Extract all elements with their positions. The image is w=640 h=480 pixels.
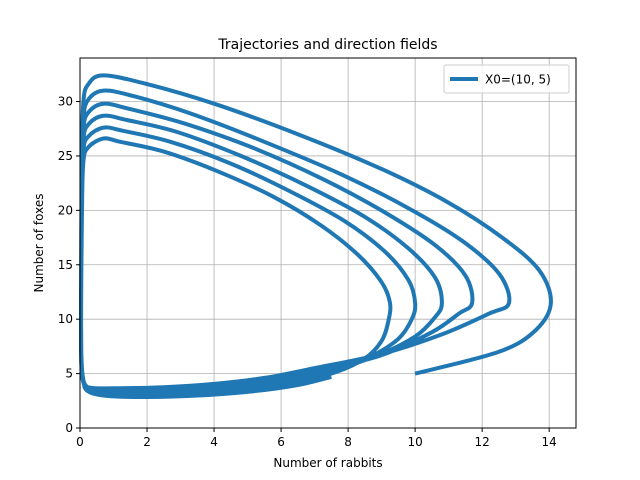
- legend: X0=(10, 5): [443, 64, 570, 94]
- trajectory-line: [78, 73, 553, 400]
- legend-label: X0=(10, 5): [485, 73, 551, 87]
- y-tick-label: 10: [58, 312, 73, 326]
- x-tick-label: 0: [76, 435, 84, 449]
- y-tick-label: 25: [58, 149, 73, 163]
- y-tick-label: 30: [58, 95, 73, 109]
- x-tick-label: 10: [407, 435, 422, 449]
- x-tick-label: 4: [210, 435, 218, 449]
- series-layer: [78, 73, 553, 400]
- y-tick-label: 15: [58, 258, 73, 272]
- plot-frame: [79, 57, 577, 429]
- axis-ticks: 0 2 4 6 8 10 12 14 0 5 10 15 20 25 30: [58, 95, 557, 449]
- y-axis-title: Number of foxes: [32, 194, 46, 293]
- x-axis-title: Number of rabbits: [273, 456, 382, 470]
- legend-box: [443, 64, 570, 94]
- x-tick-label: 2: [143, 435, 151, 449]
- y-tick-label: 5: [65, 367, 73, 381]
- chart-title: Trajectories and direction fields: [217, 37, 437, 53]
- x-tick-label: 12: [475, 435, 490, 449]
- y-tick-label: 0: [65, 421, 73, 435]
- x-tick-label: 8: [344, 435, 352, 449]
- y-tick-label: 20: [58, 203, 73, 217]
- x-tick-label: 6: [277, 435, 285, 449]
- x-tick-label: 14: [542, 435, 557, 449]
